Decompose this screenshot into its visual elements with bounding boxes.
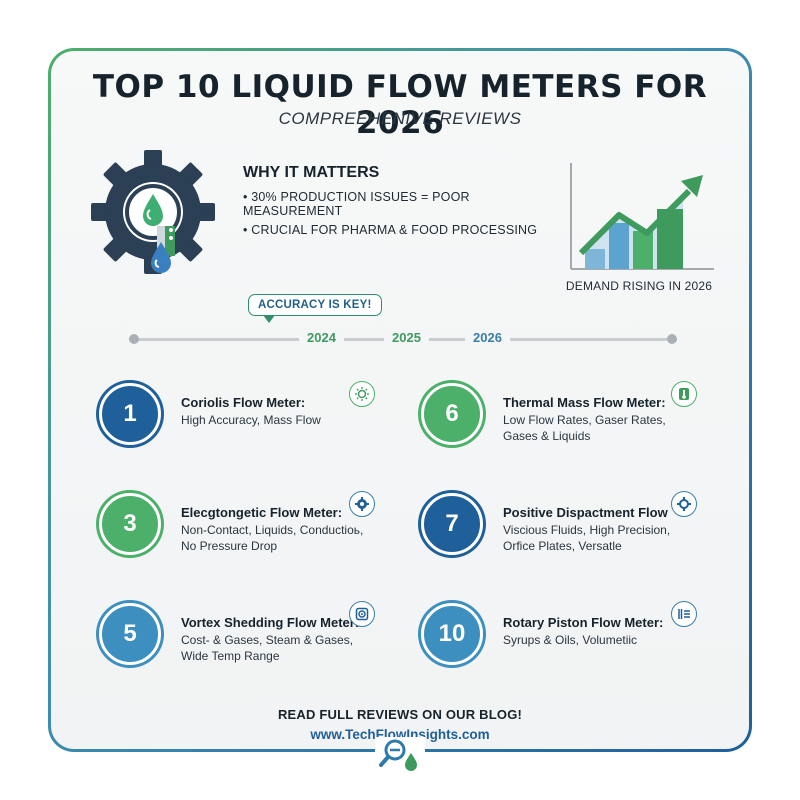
meter-title: Elecgtongetic Flow Meter: bbox=[181, 505, 343, 520]
gear-icon bbox=[349, 491, 375, 517]
timeline: 2024 2025 2026 bbox=[129, 328, 677, 350]
meter-list: 1 Coriolis Flow Meter: High Accuracy, Ma… bbox=[91, 379, 731, 699]
page-title: TOP 10 LIQUID FLOW METERS FOR 2026 bbox=[92, 69, 708, 141]
meter-title: Thermal Mass Flow Meter: bbox=[503, 395, 666, 410]
thermal-icon bbox=[671, 381, 697, 407]
why-bullet: • 30% PRODUCTION ISSUES = POOR MEASUREME… bbox=[243, 190, 470, 218]
meter-desc: High Accuracy, Mass Flow bbox=[181, 413, 321, 427]
number-text: 10 bbox=[438, 620, 466, 647]
number-text: 5 bbox=[123, 620, 137, 647]
infographic-frame: TOP 10 LIQUID FLOW METERS FOR 2026 COMPR… bbox=[48, 48, 752, 752]
number-badge: 1 bbox=[99, 383, 161, 445]
sun-gear-icon bbox=[349, 381, 375, 407]
gear-droplet-icon bbox=[91, 146, 226, 286]
meter-desc: Viscious Fluids, High Precision, Orfice … bbox=[503, 523, 671, 553]
why-bullet: • CRUCIAL FOR PHARMA & FOOD PROCESSING bbox=[243, 223, 538, 237]
number-badge: 3 bbox=[99, 493, 161, 555]
number-text: 3 bbox=[123, 510, 137, 537]
meter-desc: Cost- & Gases, Steam & Gases, Wide Temp … bbox=[181, 633, 354, 663]
timeline-year: 2025 bbox=[384, 330, 429, 345]
search-drop-logo-icon bbox=[375, 737, 425, 777]
infographic-panel: TOP 10 LIQUID FLOW METERS FOR 2026 COMPR… bbox=[51, 51, 749, 749]
number-text: 6 bbox=[445, 400, 459, 427]
meter-item: 1 Coriolis Flow Meter: High Accuracy, Ma… bbox=[91, 379, 391, 459]
meter-title: Positive Dispactment Flow bbox=[503, 505, 668, 520]
meter-desc: Non-Contact, Liquids, Conductioь, No Pre… bbox=[181, 523, 364, 553]
meter-title: Vortex Shedding Flow Meter: bbox=[181, 615, 360, 630]
meter-item: 10 Rotary Piston Flow Meter: Syrups & Oi… bbox=[413, 599, 713, 679]
vortex-icon bbox=[349, 601, 375, 627]
trend-up-chart-icon bbox=[559, 151, 719, 301]
number-text: 1 bbox=[123, 400, 137, 427]
footer-url[interactable]: www.TechFlowInsights.com bbox=[310, 727, 490, 742]
why-it-matters-section: WHY IT MATTERS • 30% PRODUCTION ISSUES =… bbox=[243, 164, 563, 242]
number-badge: 6 bbox=[421, 383, 483, 445]
list-icon bbox=[671, 601, 697, 627]
timeline-end-dot bbox=[667, 334, 677, 344]
meter-item: 7 Positive Dispactment Flow Viscious Flu… bbox=[413, 489, 713, 569]
meter-item: 5 Vortex Shedding Flow Meter: Cost- & Ga… bbox=[91, 599, 391, 679]
timeline-year: 2024 bbox=[299, 330, 344, 345]
number-text: 7 bbox=[445, 510, 459, 537]
timeline-year: 2026 bbox=[465, 330, 510, 345]
meter-item: 6 Thermal Mass Flow Meter: Low Flow Rate… bbox=[413, 379, 713, 459]
meter-item: 3 Elecgtongetic Flow Meter: Non-Contact,… bbox=[91, 489, 391, 569]
meter-desc: Syrups & Oils, Volumetiic bbox=[503, 633, 638, 647]
page-subtitle: COMPREEHENIVE REVIEWS bbox=[278, 109, 522, 128]
number-badge: 10 bbox=[421, 603, 483, 665]
callout-bubble: ACCURACY IS KEY! bbox=[248, 294, 382, 323]
gear-icon bbox=[671, 491, 697, 517]
meter-title: Rotary Piston Flow Meter: bbox=[503, 615, 664, 630]
meter-desc: Low Flow Rates, Gaser Rates, Gases & Liq… bbox=[503, 413, 666, 443]
number-badge: 5 bbox=[99, 603, 161, 665]
meter-title: Coriolis Flow Meter: bbox=[181, 395, 306, 410]
footer-cta: READ FULL REVIEWS ON OUR BLOG! bbox=[277, 707, 523, 722]
timeline-start-dot bbox=[129, 334, 139, 344]
why-heading: WHY IT MATTERS bbox=[243, 164, 380, 181]
number-badge: 7 bbox=[421, 493, 483, 555]
trend-label: DEMAND RISING IN 2026 bbox=[565, 279, 713, 293]
